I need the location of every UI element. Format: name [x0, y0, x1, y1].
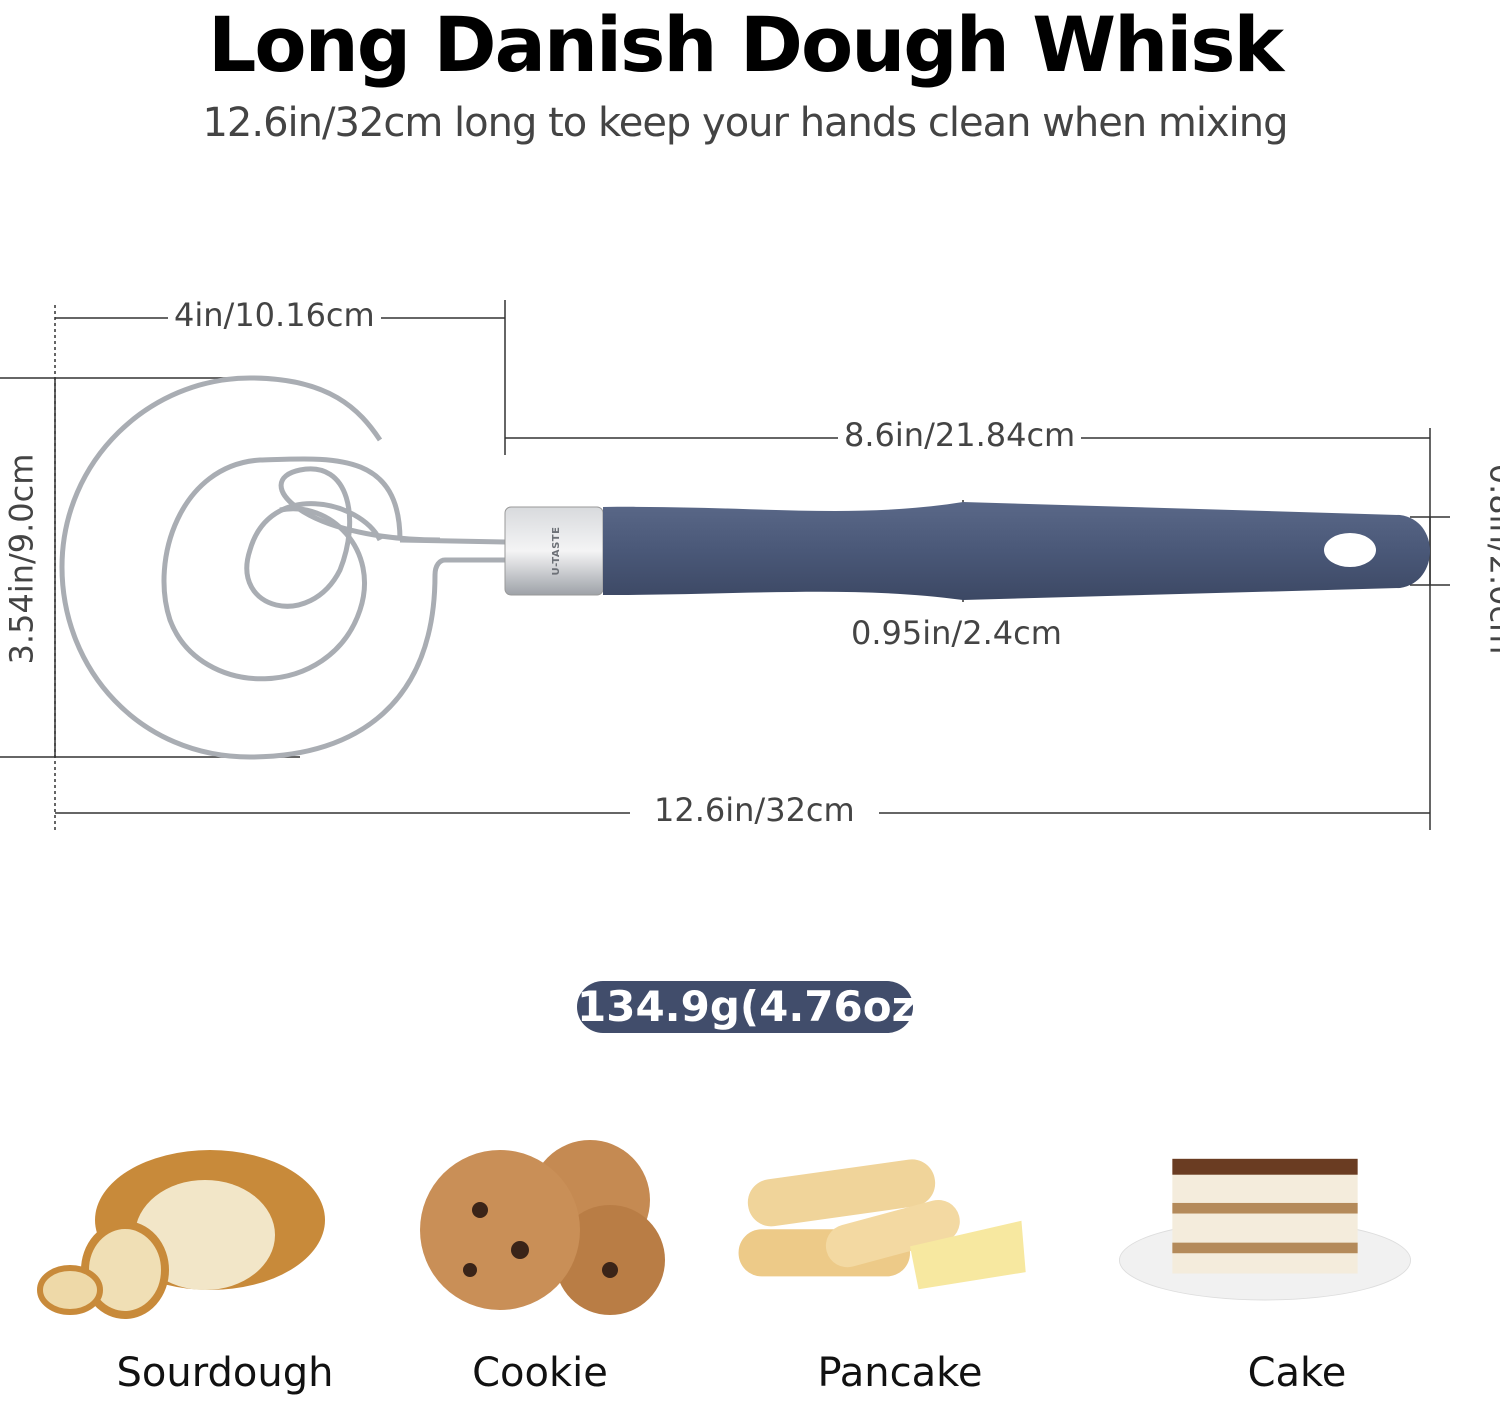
use-label-cookie: Cookie [472, 1350, 608, 1396]
handle-length-label: 8.6in/21.84cm [838, 416, 1082, 454]
head-width-label: 4in/10.16cm [168, 296, 381, 334]
weight-badge: 134.9g(4.76oz) [577, 981, 936, 1033]
whisk-wire [59, 375, 506, 760]
cookie-image [420, 1140, 665, 1315]
use-label-sourdough: Sourdough [116, 1350, 334, 1396]
use-label-cake: Cake [1247, 1350, 1347, 1396]
sourdough-image [37, 1150, 325, 1319]
handle-width-label: 0.95in/2.4cm [845, 614, 1068, 652]
pancake-image [738, 1159, 1026, 1290]
handle-end-width-label: 0.8in/2.0cm [1482, 463, 1500, 655]
head-height-label: 3.54in/9.0cm [2, 447, 41, 671]
subtitle: 12.6in/32cm long to keep your hands clea… [202, 100, 1288, 146]
cake-image [1118, 1158, 1412, 1301]
ferrule-brand-text: U-TASTE [551, 526, 562, 576]
handle [603, 502, 1430, 600]
hang-hole [1324, 533, 1376, 567]
page-title: Long Danish Dough Whisk [207, 0, 1284, 89]
total-length-label: 12.6in/32cm [630, 791, 879, 829]
use-label-pancake: Pancake [817, 1350, 983, 1396]
